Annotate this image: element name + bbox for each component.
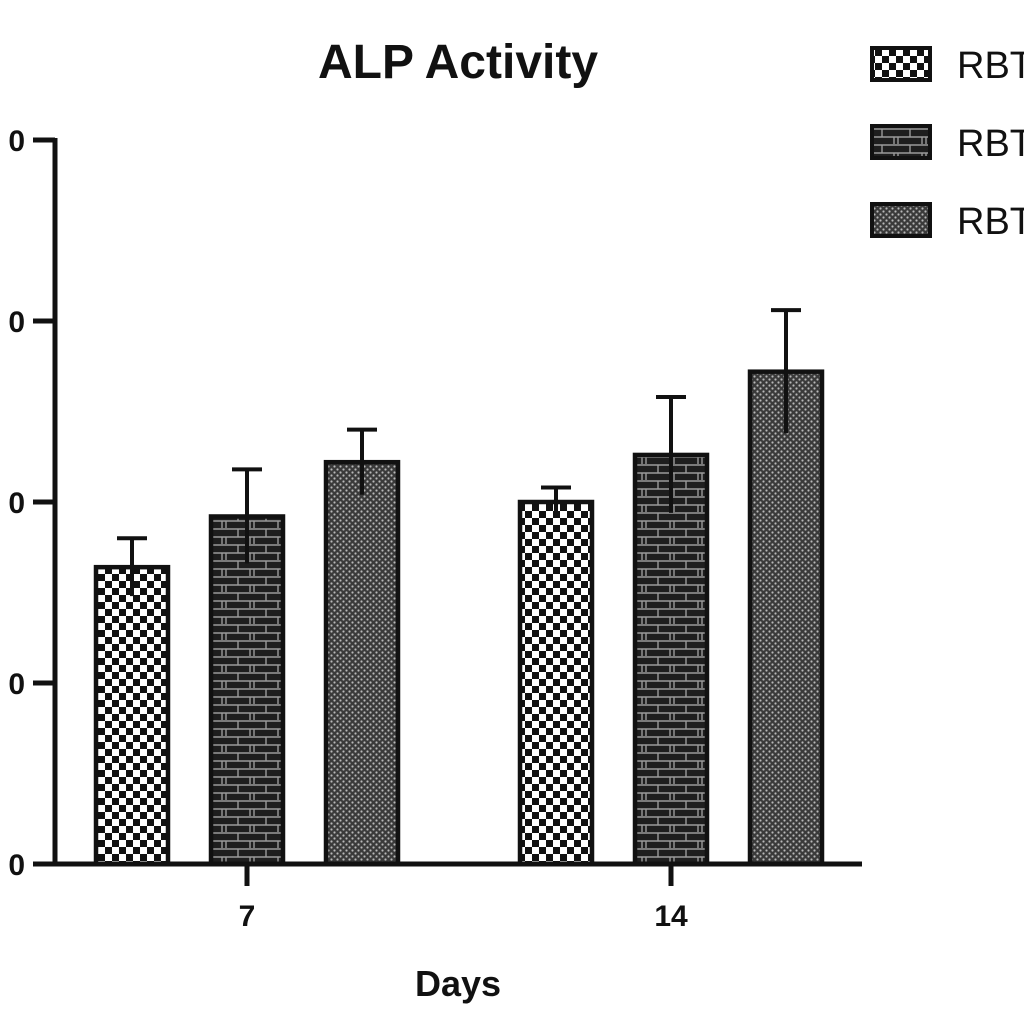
legend-swatch xyxy=(870,46,932,82)
bar xyxy=(517,499,595,867)
legend-label: RBT xyxy=(957,45,1024,87)
bar xyxy=(747,369,825,867)
y-tick-label: 0 xyxy=(8,668,25,701)
x-tick-label: 14 xyxy=(654,900,688,933)
x-tick-label: 7 xyxy=(239,900,256,933)
x-axis-title: Days xyxy=(415,963,501,1004)
bars-group xyxy=(93,369,825,867)
y-tick-label: 0 xyxy=(8,849,25,882)
bar xyxy=(323,459,401,867)
legend-label: RBT xyxy=(957,123,1024,165)
y-axis: 0 0 0 0 0 xyxy=(8,125,58,882)
legend: RBT RBT RBT xyxy=(870,45,1024,243)
bar xyxy=(93,564,171,867)
bar xyxy=(208,514,286,867)
legend-swatch xyxy=(870,202,932,238)
bar xyxy=(632,452,710,867)
y-tick-label: 0 xyxy=(8,125,25,158)
error-bars-group xyxy=(117,308,801,597)
chart-title: ALP Activity xyxy=(318,36,598,89)
legend-swatch xyxy=(870,124,932,160)
legend-label: RBT xyxy=(957,201,1024,243)
y-tick-label: 0 xyxy=(8,487,25,520)
x-axis: 7 14 xyxy=(53,861,862,933)
y-tick-label: 0 xyxy=(8,306,25,339)
